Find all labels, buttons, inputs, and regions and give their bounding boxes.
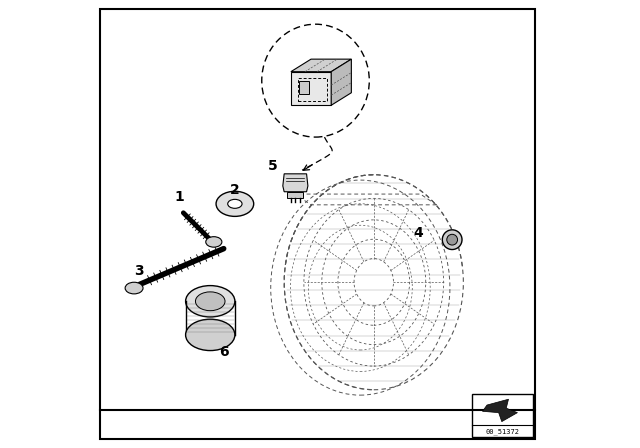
Text: 1: 1 — [174, 190, 184, 204]
Ellipse shape — [442, 230, 462, 250]
Polygon shape — [483, 399, 518, 422]
Ellipse shape — [262, 24, 369, 137]
Polygon shape — [291, 72, 332, 105]
Polygon shape — [332, 59, 351, 105]
Ellipse shape — [206, 237, 222, 247]
Text: 4: 4 — [413, 226, 424, 240]
Text: 5: 5 — [268, 159, 278, 173]
Ellipse shape — [125, 282, 143, 294]
Text: 3: 3 — [134, 264, 143, 278]
Ellipse shape — [216, 191, 253, 216]
Text: 2: 2 — [230, 183, 240, 198]
Ellipse shape — [195, 292, 225, 311]
Ellipse shape — [228, 199, 242, 208]
Polygon shape — [287, 192, 303, 198]
Polygon shape — [299, 81, 309, 94]
Ellipse shape — [186, 286, 235, 317]
Ellipse shape — [447, 234, 458, 245]
Bar — [472, 394, 532, 437]
Polygon shape — [291, 59, 351, 72]
Text: 6: 6 — [219, 345, 228, 359]
Ellipse shape — [186, 319, 235, 350]
Text: 00_51372: 00_51372 — [486, 428, 520, 435]
Polygon shape — [283, 174, 308, 192]
